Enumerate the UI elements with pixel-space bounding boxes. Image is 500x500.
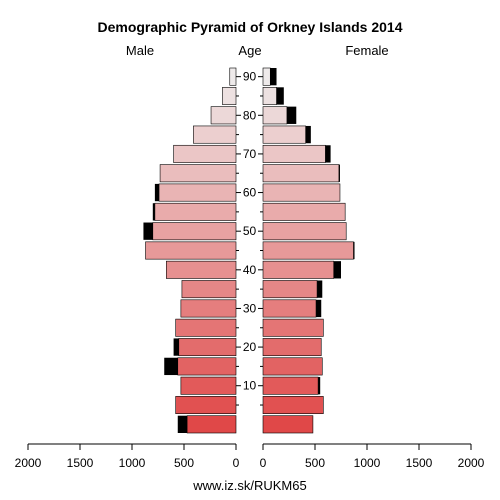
- age-tick-label: 30: [243, 301, 257, 315]
- female-x-tick-label: 1500: [406, 456, 433, 470]
- female-label: Female: [345, 43, 388, 58]
- female-surplus-80-84: [286, 106, 297, 124]
- age-label: Age: [238, 43, 261, 58]
- male-bar-5-9: [175, 396, 237, 414]
- female-bar-35-39: [262, 280, 318, 299]
- female-x-tick-label: 500: [305, 456, 325, 470]
- age-tick-label: 50: [243, 224, 257, 238]
- female-x-tick-label: 1000: [354, 456, 381, 470]
- female-bar-25-29: [262, 318, 324, 337]
- male-bar-25-29: [175, 318, 237, 337]
- male-surplus-55-59: [152, 203, 155, 221]
- male-bar-85-89: [222, 87, 237, 105]
- female-bar-45-49: [262, 241, 354, 260]
- age-tick-label: 20: [243, 340, 257, 354]
- male-surplus-15-19: [164, 357, 178, 376]
- male-x-tick-label: 0: [233, 456, 240, 470]
- male-x-tick-label: 1000: [119, 456, 146, 470]
- female-surplus-40-44: [333, 261, 341, 279]
- female-surplus-70-74: [325, 145, 331, 163]
- male-bar-45-49: [145, 241, 237, 260]
- age-tick-label: 70: [243, 147, 257, 161]
- female-surplus-10-14: [318, 377, 321, 395]
- female-bar-65-69: [262, 164, 340, 183]
- male-bar-50-54: [152, 222, 237, 241]
- female-bar-30-34: [262, 299, 317, 318]
- chart-title: Demographic Pyramid of Orkney Islands 20…: [97, 19, 402, 35]
- female-bar-90+: [262, 67, 271, 86]
- male-bar-60-64: [158, 183, 237, 202]
- male-surplus-0-4: [177, 415, 188, 433]
- male-x-tick-label: 1500: [67, 456, 94, 470]
- male-bar-75-79: [193, 125, 237, 144]
- male-x-tick-label: 2000: [15, 456, 42, 470]
- female-bar-15-19: [262, 357, 323, 376]
- female-x-tick-label: 0: [260, 456, 267, 470]
- male-bar-35-39: [181, 280, 237, 299]
- age-tick-label: 60: [243, 186, 257, 200]
- female-bar-55-59: [262, 202, 346, 221]
- female-x-tick-label: 2000: [458, 456, 485, 470]
- male-surplus-50-54: [143, 222, 153, 240]
- male-bar-55-59: [154, 202, 237, 221]
- female-bar-0-4: [262, 415, 314, 434]
- female-bar-80-84: [262, 106, 288, 125]
- male-bar-80-84: [210, 106, 237, 125]
- female-bar-10-14: [262, 376, 319, 395]
- male-bar-15-19: [177, 357, 237, 376]
- male-bar-30-34: [180, 299, 237, 318]
- female-surplus-85-89: [276, 87, 284, 105]
- male-bar-40-44: [166, 260, 237, 279]
- female-surplus-35-39: [317, 280, 323, 298]
- female-surplus-90+: [270, 68, 277, 86]
- male-bar-70-74: [173, 144, 237, 163]
- age-axis: 10 20 30 40 50 60 70 80 90: [236, 70, 263, 406]
- female-bar-50-54: [262, 222, 347, 241]
- female-bar-70-74: [262, 144, 326, 163]
- age-tick-label: 80: [243, 108, 257, 122]
- male-bar-10-14: [180, 376, 237, 395]
- male-bar-0-4: [186, 415, 237, 434]
- age-tick-label: 90: [243, 70, 257, 84]
- male-x-tick-label: 500: [174, 456, 194, 470]
- age-tick-label: 40: [243, 263, 257, 277]
- male-bar-20-24: [178, 338, 237, 357]
- age-tick-label: 10: [243, 379, 257, 393]
- male-bars: [143, 67, 237, 434]
- male-bar-90+: [229, 67, 237, 86]
- male-bar-65-69: [159, 164, 237, 183]
- female-surplus-75-79: [305, 125, 311, 144]
- female-surplus-30-34: [316, 299, 322, 318]
- female-surplus-65-69: [338, 164, 340, 182]
- female-bar-75-79: [262, 125, 306, 144]
- male-surplus-20-24: [173, 338, 179, 356]
- female-surplus-45-49: [353, 241, 355, 260]
- female-bar-5-9: [262, 396, 324, 414]
- female-bar-20-24: [262, 338, 322, 357]
- female-bars: [262, 67, 355, 434]
- source-caption: www.iz.sk/RUKM65: [192, 478, 306, 493]
- male-label: Male: [126, 43, 154, 58]
- male-surplus-60-64: [154, 183, 160, 202]
- female-bar-60-64: [262, 183, 341, 202]
- male-x-axis: 2000 1500 1000 500 0: [15, 443, 240, 470]
- female-x-axis: 0 500 1000 1500 2000: [260, 443, 485, 470]
- female-bar-85-89: [262, 87, 277, 105]
- female-bar-40-44: [262, 260, 335, 279]
